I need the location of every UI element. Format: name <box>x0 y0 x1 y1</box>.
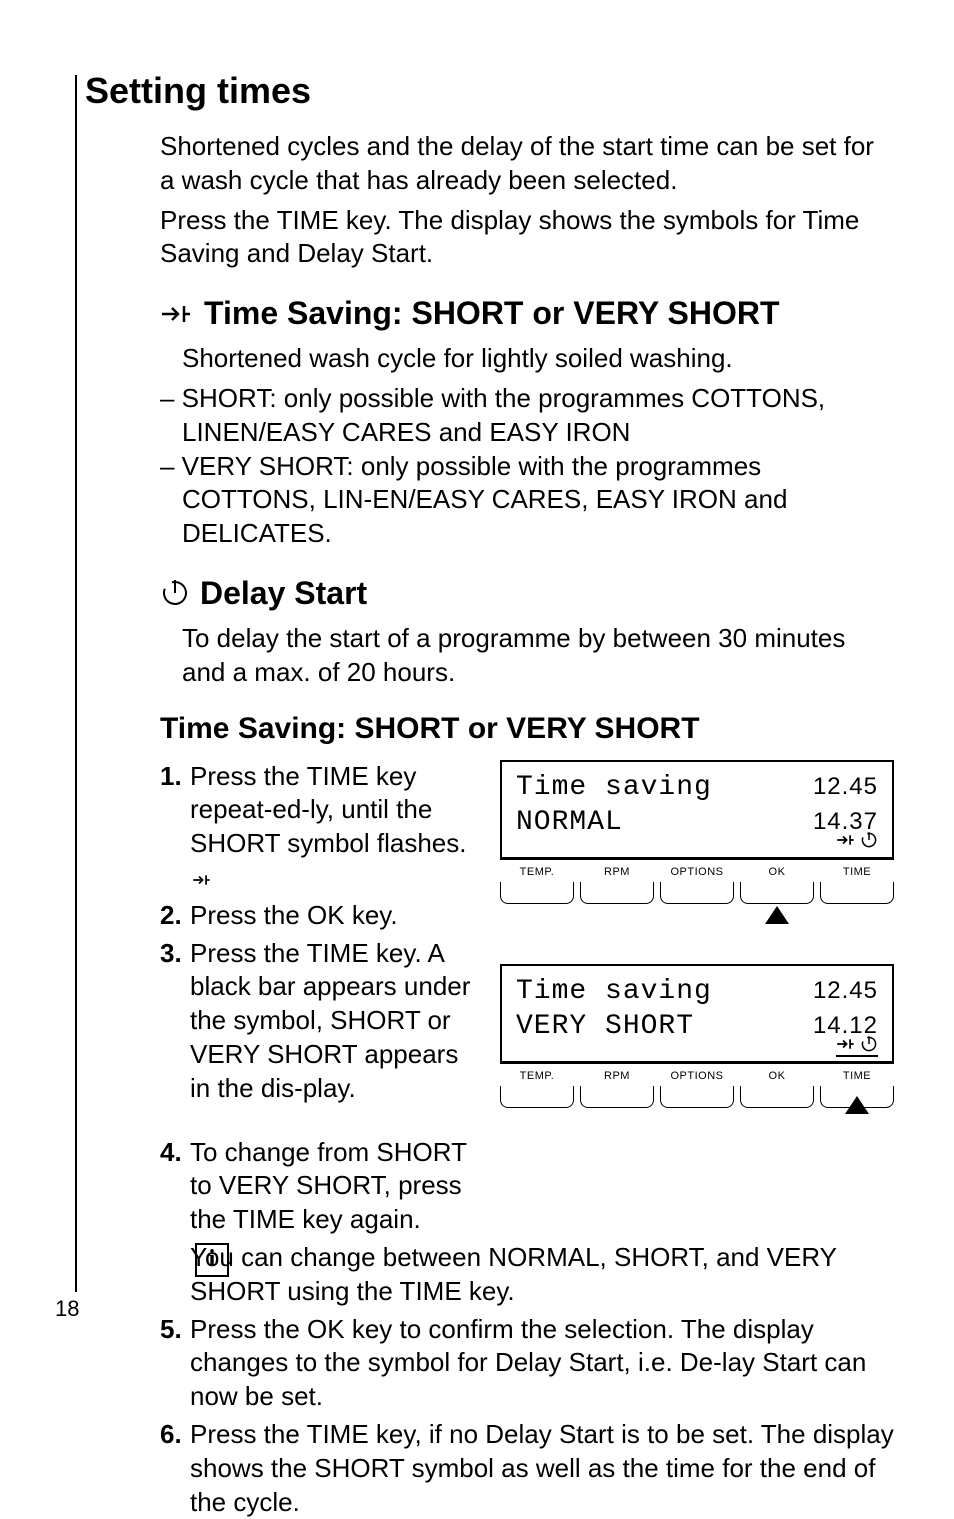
step-text: Press the TIME key repeat-ed-ly, until t… <box>190 761 466 859</box>
button-row: TEMP. RPM OPTIONS OK TIME <box>500 866 894 924</box>
btn-label: OPTIONS <box>660 1070 734 1082</box>
step-6: Press the TIME key, if no Delay Start is… <box>160 1418 894 1519</box>
intro-para-1: Shortened cycles and the delay of the st… <box>160 130 894 198</box>
lcd-icon-row <box>836 831 878 849</box>
btn-label: OPTIONS <box>660 866 734 878</box>
btn-label: RPM <box>580 866 654 878</box>
delay-start-icon <box>160 578 190 608</box>
display-panel-1: Time saving 12.45 NORMAL 14.37 TEMP. RPM <box>500 760 894 924</box>
lcd-time1: 12.45 <box>813 773 878 801</box>
step-4: To change from SHORT to VERY SHORT, pres… <box>160 1136 480 1237</box>
ok-button[interactable] <box>740 882 814 904</box>
info-block: i You can change between NORMAL, SHORT, … <box>160 1241 894 1309</box>
time-saving-icon <box>160 302 194 326</box>
temp-button[interactable] <box>500 1086 574 1108</box>
icons-underline <box>836 1055 878 1057</box>
delay-start-icon <box>860 831 878 849</box>
ok-button[interactable] <box>740 1086 814 1108</box>
btn-label: TIME <box>820 866 894 878</box>
display-panel-2: Time saving 12.45 VERY SHORT 14.12 TEMP. <box>500 964 894 1114</box>
page-number: 18 <box>55 1296 79 1322</box>
lcd-screen: Time saving 12.45 NORMAL 14.37 <box>500 760 894 860</box>
content-body: Shortened cycles and the delay of the st… <box>160 130 894 1519</box>
time-button[interactable] <box>820 882 894 904</box>
step-1: Press the TIME key repeat-ed-ly, until t… <box>160 760 480 895</box>
lcd-time1: 12.45 <box>813 977 878 1005</box>
step-3: Press the TIME key. A black bar appears … <box>160 937 480 1106</box>
delay-start-icon <box>860 1035 878 1053</box>
sub1-dash-2: – VERY SHORT: only possible with the pro… <box>182 450 894 551</box>
info-text: You can change between NORMAL, SHORT, an… <box>190 1241 894 1309</box>
lcd-line2: NORMAL <box>516 807 623 838</box>
pointer-icon <box>845 1096 869 1114</box>
time-saving-icon <box>836 1036 856 1052</box>
btn-label: TIME <box>820 1070 894 1082</box>
step-text: Press the TIME key, if no Delay Start is… <box>190 1419 894 1517</box>
btn-label: OK <box>740 866 814 878</box>
step-2: Press the OK key. <box>160 899 480 933</box>
sub2-text: To delay the start of a programme by bet… <box>182 622 894 690</box>
sub1-line: Shortened wash cycle for lightly soiled … <box>182 342 894 376</box>
temp-button[interactable] <box>500 882 574 904</box>
sub-heading-time-saving-2: Time Saving: SHORT or VERY SHORT <box>160 712 894 746</box>
lcd-screen: Time saving 12.45 VERY SHORT 14.12 <box>500 964 894 1064</box>
lcd-icon-row <box>836 1035 878 1053</box>
rpm-button[interactable] <box>580 882 654 904</box>
sub-heading-text: Time Saving: SHORT or VERY SHORT <box>204 295 780 332</box>
lcd-line1: Time saving <box>516 772 712 803</box>
intro-para-2: Press the TIME key. The display shows th… <box>160 204 894 272</box>
step-5: Press the OK key to confirm the selectio… <box>160 1313 894 1414</box>
pointer-icon <box>765 906 789 924</box>
btn-label: RPM <box>580 1070 654 1082</box>
lcd-line2: VERY SHORT <box>516 1011 694 1042</box>
section-title: Setting times <box>85 70 894 112</box>
steps-list: Press the TIME key repeat-ed-ly, until t… <box>160 760 480 1237</box>
displays-column: Time saving 12.45 NORMAL 14.37 TEMP. RPM <box>500 760 894 1144</box>
sub1-dash-1: – SHORT: only possible with the programm… <box>182 382 894 450</box>
time-saving-icon <box>192 873 212 887</box>
sub-heading-time-saving: Time Saving: SHORT or VERY SHORT <box>160 295 894 332</box>
two-column-region: Press the TIME key repeat-ed-ly, until t… <box>160 760 894 1241</box>
info-icon: i <box>195 1243 229 1277</box>
button-row: TEMP. RPM OPTIONS OK TIME <box>500 1070 894 1114</box>
btn-label: TEMP. <box>500 866 574 878</box>
time-saving-icon <box>836 832 856 848</box>
btn-label: TEMP. <box>500 1070 574 1082</box>
sub-heading-text: Delay Start <box>200 575 367 612</box>
margin-rule <box>75 75 77 1292</box>
step-text: Press the TIME key. A black bar appears … <box>190 938 470 1103</box>
btn-label: OK <box>740 1070 814 1082</box>
steps-column: Press the TIME key repeat-ed-ly, until t… <box>160 760 480 1241</box>
steps-list-cont: Press the OK key to confirm the selectio… <box>160 1313 894 1519</box>
options-button[interactable] <box>660 1086 734 1108</box>
rpm-button[interactable] <box>580 1086 654 1108</box>
sub-heading-delay-start: Delay Start <box>160 575 894 612</box>
lcd-line1: Time saving <box>516 976 712 1007</box>
options-button[interactable] <box>660 882 734 904</box>
